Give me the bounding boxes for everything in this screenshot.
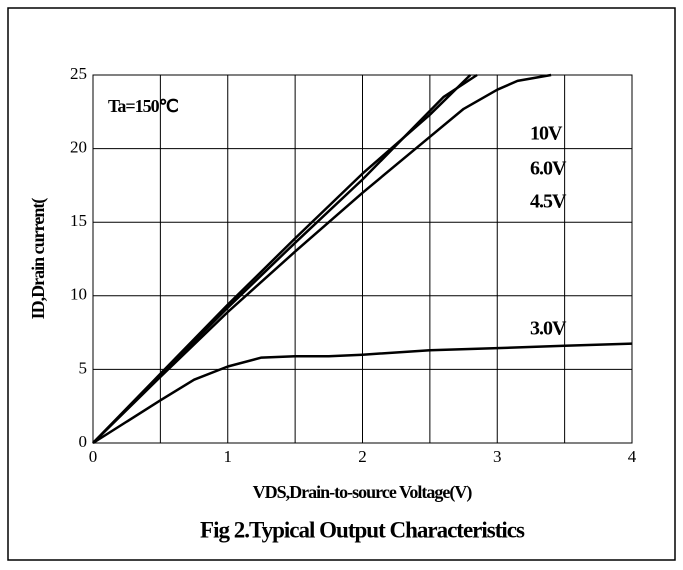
x-tick-label: 4	[628, 447, 637, 466]
y-tick-label: 5	[79, 358, 88, 377]
x-tick-label: 3	[493, 447, 502, 466]
series-line	[92, 342, 633, 445]
y-tick-label: 0	[79, 432, 88, 451]
legend-label: 3.0V	[530, 318, 567, 340]
y-tick-label: 25	[70, 64, 87, 83]
series-line	[92, 73, 552, 444]
y-tick-label: 20	[70, 138, 87, 157]
x-tick-label: 1	[224, 447, 233, 466]
y-axis-label: ID,Drain current(	[28, 198, 49, 320]
chart-title: Fig 2.Typical Output Characteristics	[200, 517, 525, 542]
legend-label: 4.5V	[530, 191, 567, 213]
x-tick-label: 0	[89, 447, 98, 466]
y-tick-label: 10	[70, 285, 87, 304]
frame	[7, 7, 676, 561]
x-tick-label: 2	[358, 447, 367, 466]
legend-label: 10V	[530, 123, 563, 145]
annotation: Ta=150℃	[108, 96, 179, 116]
legend-label: 6.0V	[530, 158, 567, 180]
x-axis-label: VDS,Drain-to-source Voltage(V)	[253, 482, 473, 503]
y-tick-label: 15	[70, 211, 87, 230]
